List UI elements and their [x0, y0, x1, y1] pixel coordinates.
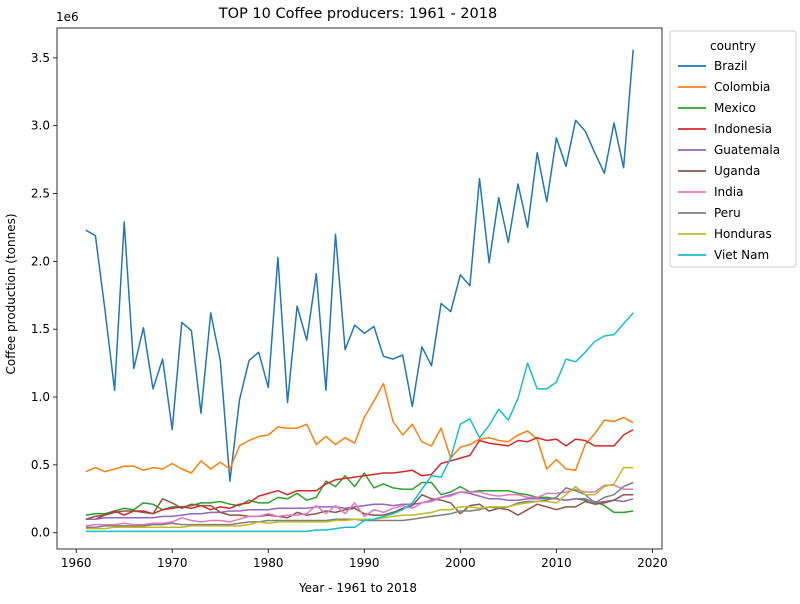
series-line-brazil	[85, 49, 634, 482]
series-line-peru	[85, 481, 634, 529]
series-line-guatemala	[85, 491, 634, 520]
series-line-honduras	[85, 466, 634, 530]
x-tick-label: 1990	[349, 556, 380, 570]
series-line-viet-nam	[85, 312, 634, 533]
legend-label-peru: Peru	[714, 206, 741, 220]
y-tick-label: 2.5	[31, 187, 50, 201]
y-tick-label: 1.5	[31, 322, 50, 336]
legend-frame	[669, 30, 797, 268]
series-line-colombia	[85, 382, 634, 474]
y-tick-label: 0.0	[31, 526, 50, 540]
axes-frame	[56, 27, 663, 550]
chart-title: TOP 10 Coffee producers: 1961 - 2018	[218, 6, 497, 22]
legend-label-india: India	[714, 185, 743, 199]
legend-label-uganda: Uganda	[714, 164, 760, 178]
legend-label-colombia: Colombia	[714, 80, 770, 94]
x-tick-label: 2010	[541, 556, 572, 570]
series-line-uganda	[85, 493, 634, 520]
y-tick-label: 3.0	[31, 119, 50, 133]
x-tick-label: 1970	[157, 556, 188, 570]
legend-label-mexico: Mexico	[714, 101, 756, 115]
plot-area: 1960 1970 1980 1990 2000 2010 2020 0.0 0.5 1.0 1.5…	[31, 27, 668, 570]
y-axis-offset-label: 1e6	[56, 10, 79, 24]
series-line-indonesia	[85, 428, 634, 520]
legend-label-indonesia: Indonesia	[714, 122, 772, 136]
y-tick-label: 1.0	[31, 390, 50, 404]
legend-label-honduras: Honduras	[714, 227, 772, 241]
legend: country Brazil Colombia Mexico Indonesia Gua…	[669, 30, 797, 268]
legend-label-brazil: Brazil	[714, 59, 748, 73]
legend-title: country	[710, 39, 756, 53]
y-axis-label: Coffee production (tonnes)	[4, 213, 18, 374]
x-tick-label: 1960	[61, 556, 92, 570]
y-tick-label: 3.5	[31, 51, 50, 65]
x-tick-label: 2000	[445, 556, 476, 570]
series-line-india	[85, 484, 634, 527]
y-tick-label: 0.5	[31, 458, 50, 472]
legend-label-viet-nam: Viet Nam	[714, 248, 769, 262]
legend-label-guatemala: Guatemala	[714, 143, 780, 157]
y-tick-label: 2.0	[31, 254, 50, 268]
x-tick-label: 2020	[637, 556, 668, 570]
x-tick-label: 1980	[253, 556, 284, 570]
x-axis-label: Year - 1961 to 2018	[298, 581, 417, 595]
